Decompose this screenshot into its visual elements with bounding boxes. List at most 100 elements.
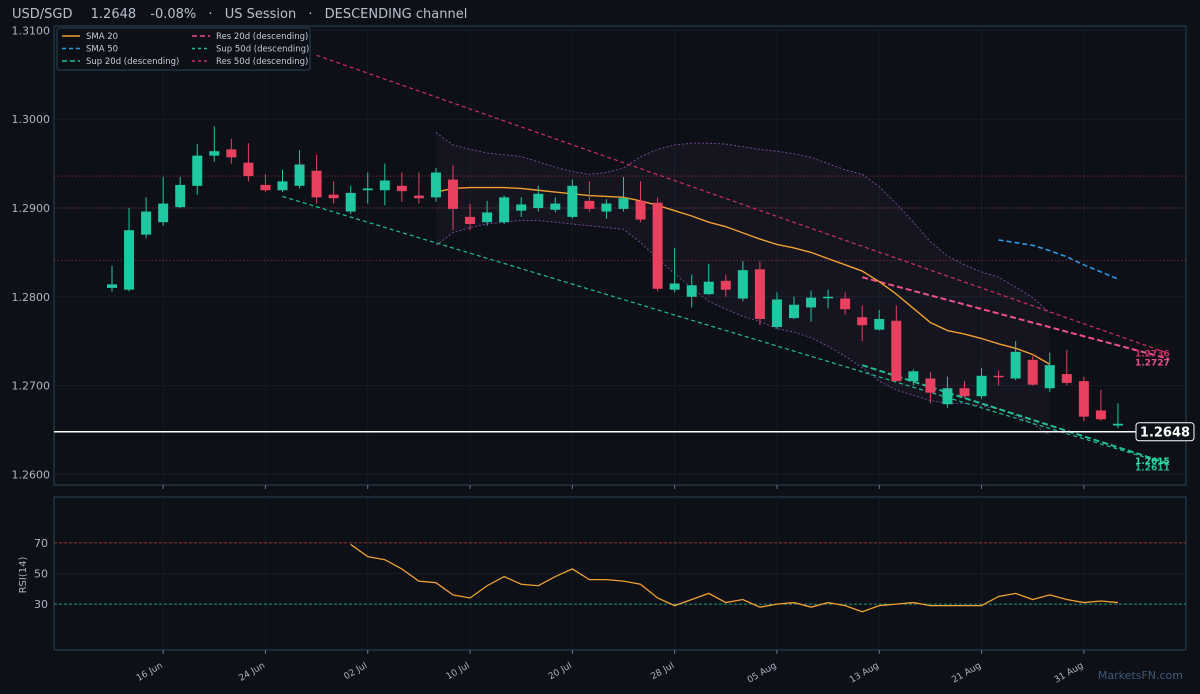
candle-body (925, 378, 936, 393)
candlesticks (107, 126, 1123, 429)
candle-body (993, 375, 1004, 378)
legend-label: Sup 50d (descending) (216, 45, 309, 55)
candle-body (806, 297, 817, 308)
candle-body (823, 296, 834, 299)
candle-body (908, 371, 919, 382)
rsi-polyline (350, 543, 1119, 613)
candle-body (158, 203, 169, 223)
candle-body (1095, 410, 1106, 420)
candle-body (669, 283, 680, 290)
candle-body (1078, 381, 1089, 417)
candle-body (618, 198, 629, 209)
res50-line (316, 54, 1170, 355)
candle-body (771, 299, 782, 327)
candle-body (516, 204, 527, 211)
candle-body (226, 149, 237, 158)
legend-label: Res 50d (descending) (216, 57, 308, 67)
candle-body (124, 230, 135, 290)
candle-body (720, 280, 731, 290)
price-tick-label: 1.2800 (12, 291, 51, 304)
price-y-axis: 1.2600 1.2700 1.2800 1.2900 1.3000 1.3100 (12, 24, 51, 481)
watermark: MarketsFN.com (1098, 669, 1183, 682)
candle-body (1061, 374, 1072, 383)
candle-body (1027, 359, 1038, 385)
header-symbol: USD/SGD (12, 7, 73, 22)
rsi-tick-label: 30 (34, 598, 48, 611)
candle-body (601, 203, 612, 212)
candle-body (362, 188, 373, 191)
price-tick-label: 1.3100 (12, 24, 51, 37)
candle-body (499, 197, 510, 223)
candle-body (396, 185, 407, 192)
candle-body (942, 388, 953, 405)
candle-body (703, 281, 714, 295)
sup50-end-label: 1.2611 (1135, 464, 1170, 474)
candle-body (652, 202, 663, 289)
candle-body (857, 317, 868, 326)
price-panel-frame (53, 25, 1187, 486)
candle-body (686, 285, 697, 297)
candle-body (175, 184, 186, 208)
res20-line (861, 276, 1170, 360)
candle-body (737, 270, 748, 299)
candle-body (976, 375, 987, 397)
candle-body (277, 181, 288, 191)
candle-body (789, 304, 799, 319)
candle-body (550, 203, 561, 210)
rsi-tick-label: 70 (34, 537, 48, 550)
candle-body (1044, 365, 1055, 389)
last-price-tag (1135, 422, 1195, 442)
price-gridlines (54, 26, 1186, 485)
price-tick-label: 1.2600 (12, 468, 51, 481)
candle-body (465, 216, 476, 224)
res50-end-label: 1.2736 (1135, 350, 1170, 360)
candle-body (1010, 351, 1021, 379)
candle-body (1112, 423, 1123, 426)
chart-header: USD/SGD 1.2648 -0.08% · US Session · DES… (12, 7, 467, 22)
price-tick-label: 1.2700 (12, 380, 51, 393)
rsi-line (350, 543, 1119, 613)
legend-label: SMA 50 (86, 45, 118, 55)
header-change: -0.08% (150, 7, 196, 22)
candle-body (430, 172, 441, 198)
candle-body (192, 155, 203, 186)
candle-body (754, 269, 765, 319)
candle-body (448, 179, 458, 209)
legend-label: SMA 20 (86, 32, 118, 42)
candle-body (209, 151, 220, 156)
header-separator: · (208, 7, 212, 22)
rsi-gridlines: 30 50 70 (34, 497, 1186, 650)
legend-label: Sup 20d (descending) (86, 57, 179, 67)
candle-body (567, 185, 578, 217)
candle-body (311, 170, 322, 198)
rsi-tick-label: 50 (34, 568, 48, 581)
candle-body (891, 320, 902, 382)
candle-body (260, 184, 271, 191)
candle-body (533, 193, 544, 209)
header-channel: DESCENDING channel (325, 7, 468, 22)
legend-label: Res 20d (descending) (216, 32, 308, 42)
header-price: 1.2648 (91, 7, 137, 22)
candle-body (959, 388, 970, 397)
candle-body (584, 200, 595, 209)
candle-body (413, 195, 424, 199)
sup50-line (282, 195, 1170, 466)
candle-body (141, 211, 152, 235)
chart-legend: SMA 20 Res 20d (descending) SMA 50 Sup 50d … (56, 27, 311, 71)
candle-body (840, 298, 851, 310)
rsi-axis-label: RSI(14) (18, 557, 29, 594)
candle-body (243, 162, 254, 177)
legend-box (56, 27, 311, 71)
candle-body (379, 180, 390, 191)
candle-body (874, 318, 885, 330)
header-session: US Session (225, 7, 297, 22)
price-tick-label: 1.3000 (12, 113, 51, 126)
price-tick-label: 1.2900 (12, 202, 51, 215)
res20-end-label: 1.2727 (1135, 359, 1170, 369)
candle-body (635, 200, 646, 220)
indicator-lines (282, 54, 1170, 466)
